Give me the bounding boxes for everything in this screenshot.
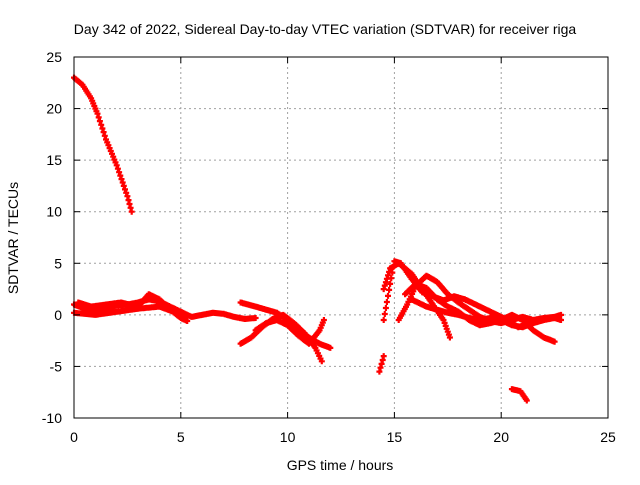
y-axis-label: SDTVAR / TECUs (5, 182, 21, 294)
series-markers (508, 386, 530, 404)
series-track-7 (252, 317, 327, 347)
series-markers (252, 317, 327, 347)
series-track-12 (408, 296, 564, 331)
y-tick-label: -5 (50, 358, 63, 374)
data-series (71, 74, 564, 404)
series-track-11 (402, 280, 558, 345)
y-tick-label: 5 (54, 255, 62, 271)
series-markers (376, 353, 387, 375)
y-tick-label: 10 (46, 204, 62, 220)
plot-frame (73, 56, 609, 419)
x-tick-label: 5 (177, 429, 185, 445)
series-track-13 (376, 353, 387, 375)
series-markers (408, 296, 564, 331)
x-axis-label: GPS time / hours (287, 457, 394, 473)
series-markers (402, 280, 558, 345)
y-tick-label: -10 (42, 410, 62, 426)
grid (74, 57, 608, 418)
x-tick-label: 0 (70, 429, 78, 445)
series-markers (71, 74, 135, 215)
y-tick-label: 0 (54, 307, 62, 323)
y-tick-label: 25 (46, 49, 62, 65)
series-track-14 (508, 386, 530, 404)
x-tick-label: 25 (600, 429, 616, 445)
x-tick-label: 15 (387, 429, 403, 445)
series-track-1 (71, 74, 135, 215)
chart-title: Day 342 of 2022, Sidereal Day-to-day VTE… (74, 21, 577, 37)
x-tick-label: 10 (280, 429, 296, 445)
x-tick-label: 20 (493, 429, 509, 445)
axis-ticks: 0 5 10 15 20 25 -10 -5 0 5 10 15 20 25 (42, 49, 616, 445)
y-tick-label: 15 (46, 152, 62, 168)
y-tick-label: 20 (46, 101, 62, 117)
